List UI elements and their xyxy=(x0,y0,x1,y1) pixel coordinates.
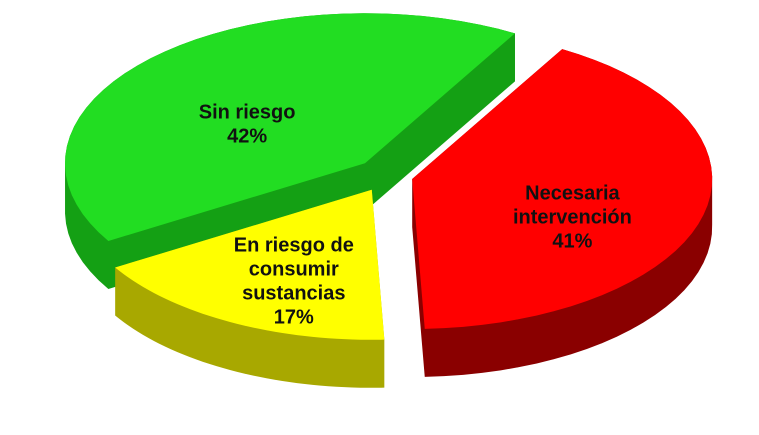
label-line: intervención xyxy=(513,207,632,229)
slice-label: Sin riesgo xyxy=(199,102,296,124)
slice xyxy=(115,189,385,340)
value-label: 17% xyxy=(274,307,314,329)
label-line: Necesaria xyxy=(525,183,620,205)
label-line: consumir xyxy=(249,259,339,281)
slice-label: En riesgo de consumir sustancias xyxy=(234,235,354,305)
label-line: En riesgo de xyxy=(234,235,354,257)
slice xyxy=(65,13,515,241)
slice xyxy=(412,49,713,329)
value-label: 42% xyxy=(227,126,267,148)
value-label: 41% xyxy=(552,231,592,253)
label-line: sustancias xyxy=(242,283,345,305)
label-line: Sin riesgo xyxy=(199,102,296,124)
slice-label: Necesaria intervención xyxy=(513,183,632,229)
